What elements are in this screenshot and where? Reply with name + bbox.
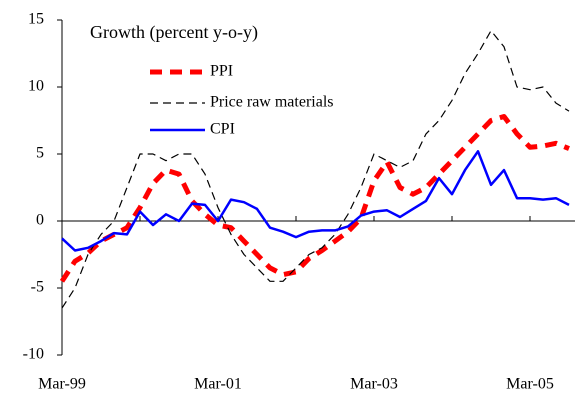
y-tick-label: 15 [28,11,44,28]
x-tick-label: Mar-01 [194,376,242,393]
x-tick-label: Mar-05 [506,376,554,393]
legend-label: PPI [210,63,233,80]
y-tick-label: 5 [36,145,44,162]
x-tick-label: Mar-03 [350,376,398,393]
legend-label: Price raw materials [210,94,334,111]
y-tick-label: -5 [31,279,44,296]
legend: PPI Price raw materials CPI [150,63,334,138]
chart-title: Growth (percent y-o-y) [90,22,258,43]
y-tick-label: 0 [36,212,44,229]
plot-area: -10 -5 0 5 10 15 Mar-99 Mar-01 Mar-03 Mar-05 [23,11,575,393]
series-line [59,114,570,283]
y-tick-label: 10 [28,78,44,95]
x-tick-label: Mar-99 [38,376,86,393]
y-tick-label: -10 [23,346,44,363]
series-line [61,150,570,252]
legend-label: CPI [210,121,235,138]
